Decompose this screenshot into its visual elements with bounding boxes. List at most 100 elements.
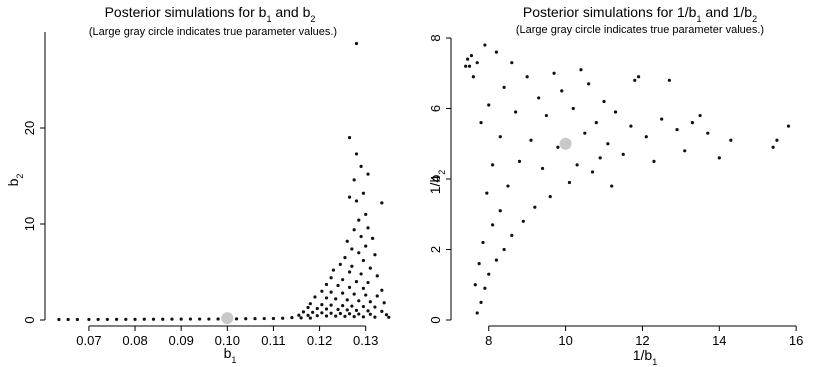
right-data-point — [475, 311, 479, 315]
left-data-point — [357, 312, 361, 316]
left-data-point — [329, 276, 333, 280]
right-data-point — [506, 184, 510, 188]
right-data-point — [560, 89, 564, 93]
left-y-axis: 0 10 20 — [22, 32, 46, 324]
right-data-point — [540, 166, 545, 171]
left-data-point — [357, 299, 361, 303]
right-data-point — [698, 113, 702, 118]
left-data-point — [324, 314, 329, 318]
left-data-point — [343, 314, 347, 318]
right-data-point — [485, 191, 489, 195]
right-data-point — [548, 195, 552, 199]
right-data-point — [587, 82, 591, 86]
right-data-point — [479, 121, 483, 125]
left-data-point — [331, 268, 336, 272]
right-data-point — [502, 85, 506, 89]
left-data-point — [281, 316, 285, 320]
left-data-point — [373, 253, 377, 257]
left-data-point — [361, 191, 365, 195]
right-data-point — [521, 219, 525, 223]
left-data-point — [366, 309, 370, 313]
right-data-point — [621, 152, 625, 156]
left-data-point — [320, 303, 324, 307]
right-y-axis-label: 1/b2 — [427, 170, 447, 194]
left-data-point — [384, 313, 389, 317]
right-data-point — [471, 75, 475, 79]
left-data-point — [66, 317, 70, 322]
right-x-axis-label: 1/b1 — [633, 347, 657, 367]
right-panel: Posterior simulations for 1/b1 and 1/b2 … — [427, 4, 803, 367]
right-x-tick-label: 14 — [712, 333, 726, 348]
right-data-point — [602, 99, 606, 104]
left-data-point — [334, 297, 338, 301]
left-data-point — [324, 307, 329, 311]
right-y-tick-label: 4 — [428, 175, 443, 182]
left-y-tick-label: 20 — [22, 121, 37, 135]
left-data-point — [301, 310, 306, 314]
right-y-tick-label: 8 — [428, 34, 443, 41]
left-data-point — [308, 316, 312, 320]
right-data-point — [502, 247, 506, 252]
left-data-point — [380, 201, 384, 205]
left-data-point — [375, 294, 379, 298]
left-data-point — [341, 278, 345, 282]
left-data-point — [336, 283, 340, 288]
right-data-point — [690, 121, 695, 125]
right-x-tick-label: 16 — [789, 333, 803, 348]
left-data-point — [354, 152, 359, 156]
left-data-point — [368, 312, 372, 316]
right-data-point — [494, 258, 499, 262]
right-true-value-marker — [559, 137, 572, 150]
left-data-point — [354, 199, 359, 203]
left-data-point — [347, 285, 352, 289]
right-data-point — [633, 78, 637, 82]
left-data-point — [366, 280, 370, 285]
left-data-point — [207, 317, 211, 321]
left-data-point — [57, 317, 61, 322]
right-data-point — [525, 75, 529, 79]
left-data-point — [354, 308, 359, 312]
left-data-point — [359, 164, 363, 168]
left-data-point — [320, 289, 324, 293]
right-data-point — [552, 71, 556, 75]
right-data-point — [483, 43, 487, 47]
left-data-point — [350, 264, 354, 268]
right-data-point — [475, 61, 479, 65]
right-data-point — [610, 184, 614, 188]
right-data-point — [637, 75, 641, 79]
right-data-point — [775, 138, 779, 142]
left-data-point — [361, 258, 365, 263]
right-data-point — [594, 121, 598, 125]
right-data-point — [494, 50, 499, 54]
right-data-point — [469, 54, 474, 58]
right-scatter-points — [464, 43, 791, 315]
left-data-point — [352, 315, 356, 319]
left-data-point — [133, 317, 137, 321]
left-data-point — [334, 314, 338, 318]
left-data-point — [345, 239, 349, 243]
left-data-point — [262, 316, 266, 321]
left-data-point — [114, 317, 119, 321]
right-y-tick-label: 0 — [428, 316, 443, 323]
right-data-point — [567, 180, 572, 185]
left-data-point — [315, 306, 319, 311]
right-data-point — [537, 96, 541, 100]
left-data-point — [347, 312, 352, 316]
left-y-tick-label: 0 — [22, 316, 37, 323]
left-data-point — [368, 266, 372, 270]
left-data-point — [361, 315, 365, 319]
left-chart-title: Posterior simulations for b1 and b2 — [105, 4, 316, 24]
right-data-point — [683, 149, 687, 153]
left-data-point — [324, 282, 329, 287]
left-data-point — [299, 316, 303, 320]
right-data-point — [490, 163, 495, 167]
left-data-point — [306, 313, 310, 317]
left-true-value-marker — [221, 312, 234, 325]
left-data-point — [308, 302, 312, 306]
left-data-point — [350, 247, 354, 251]
left-data-point — [198, 317, 202, 321]
right-data-point — [473, 283, 477, 287]
left-data-point — [313, 295, 317, 299]
left-data-point — [352, 292, 356, 296]
right-data-point — [575, 163, 579, 167]
